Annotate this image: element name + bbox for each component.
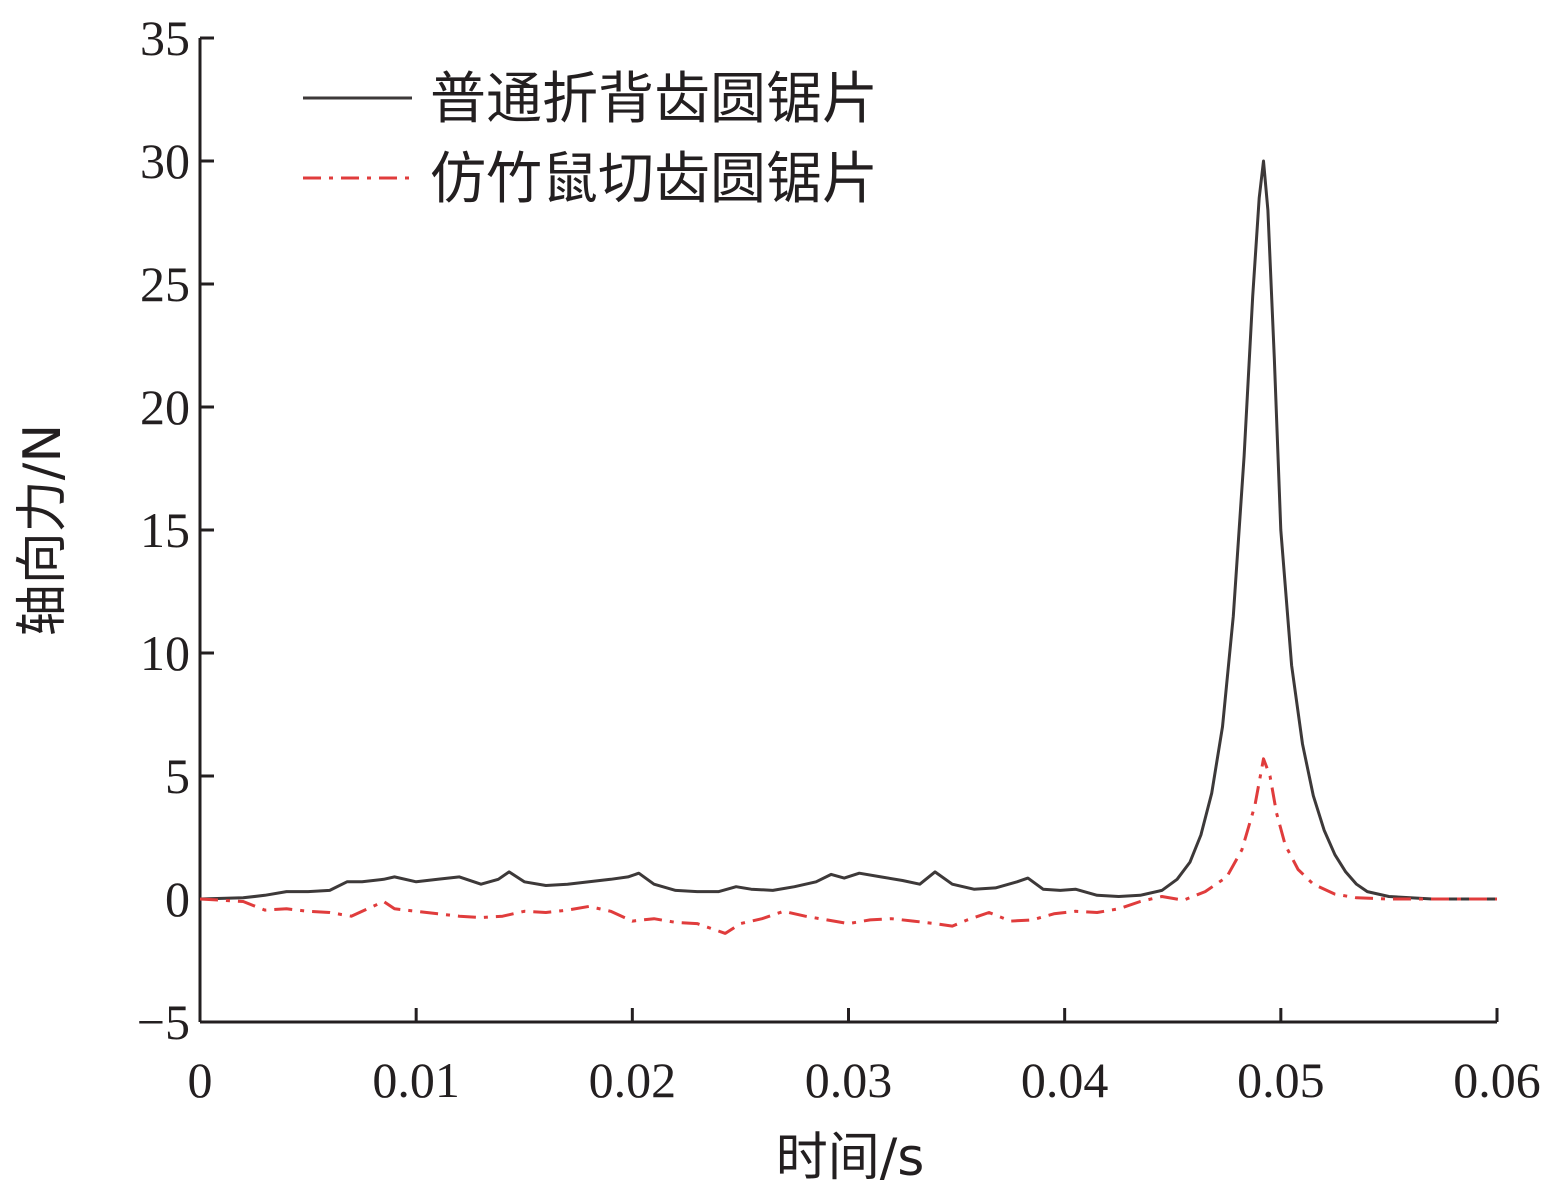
x-axis-label: 时间/s (776, 1128, 925, 1188)
x-tick-label: 0.06 (1453, 1052, 1541, 1108)
y-tick-label: 0 (165, 871, 190, 927)
y-tick-label: 35 (140, 10, 190, 66)
y-tick-label: 10 (140, 625, 190, 681)
series-layer (199, 159, 1497, 935)
y-tick-label: 15 (140, 502, 190, 558)
x-tick-label: 0.01 (372, 1052, 460, 1108)
x-tick-label: 0.05 (1237, 1052, 1325, 1108)
y-tick-label: 30 (140, 133, 190, 189)
x-tick-label: 0.03 (805, 1052, 893, 1108)
y-tick-label: −5 (137, 994, 190, 1050)
y-tick-label: 20 (140, 379, 190, 435)
y-axis-label: 轴向力/N (13, 424, 73, 636)
y-tick-label: 5 (165, 748, 190, 804)
series-line-2 (199, 757, 1497, 935)
x-tick-label: 0.04 (1021, 1052, 1109, 1108)
legend-label-1: 普通折背齿圆锯片 (430, 67, 878, 132)
y-tick-label: 25 (140, 256, 190, 312)
x-tick-label: 0.02 (589, 1052, 677, 1108)
legend-label-2: 仿竹鼠切齿圆锯片 (430, 147, 878, 212)
series-line-1 (199, 159, 1497, 901)
x-tick-label: 0 (188, 1052, 213, 1108)
